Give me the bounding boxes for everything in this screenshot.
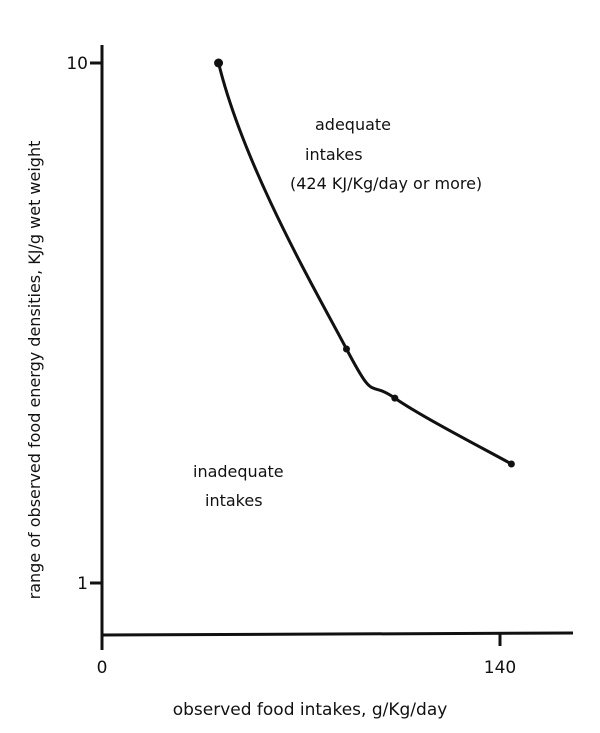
x-tick-label: 140 [484,658,516,678]
series-curve [217,62,513,466]
x-tick-label: 0 [97,658,108,678]
annotation-inadequate: inadequate intakes [193,462,289,510]
data-point [342,345,350,353]
data-point [391,394,399,402]
data-point [214,58,224,68]
y-tick-label: 10 [66,54,88,74]
y-tick-label: 1 [77,574,88,594]
x-axis-label: observed food intakes, g/Kg/day [173,700,448,720]
y-axis-label: range of observed food energy densities,… [25,141,44,600]
annotation-adequate: adequate intakes (424 KJ/Kg/day or more) [290,115,482,193]
data-point [507,460,515,468]
x-axis [101,631,574,637]
